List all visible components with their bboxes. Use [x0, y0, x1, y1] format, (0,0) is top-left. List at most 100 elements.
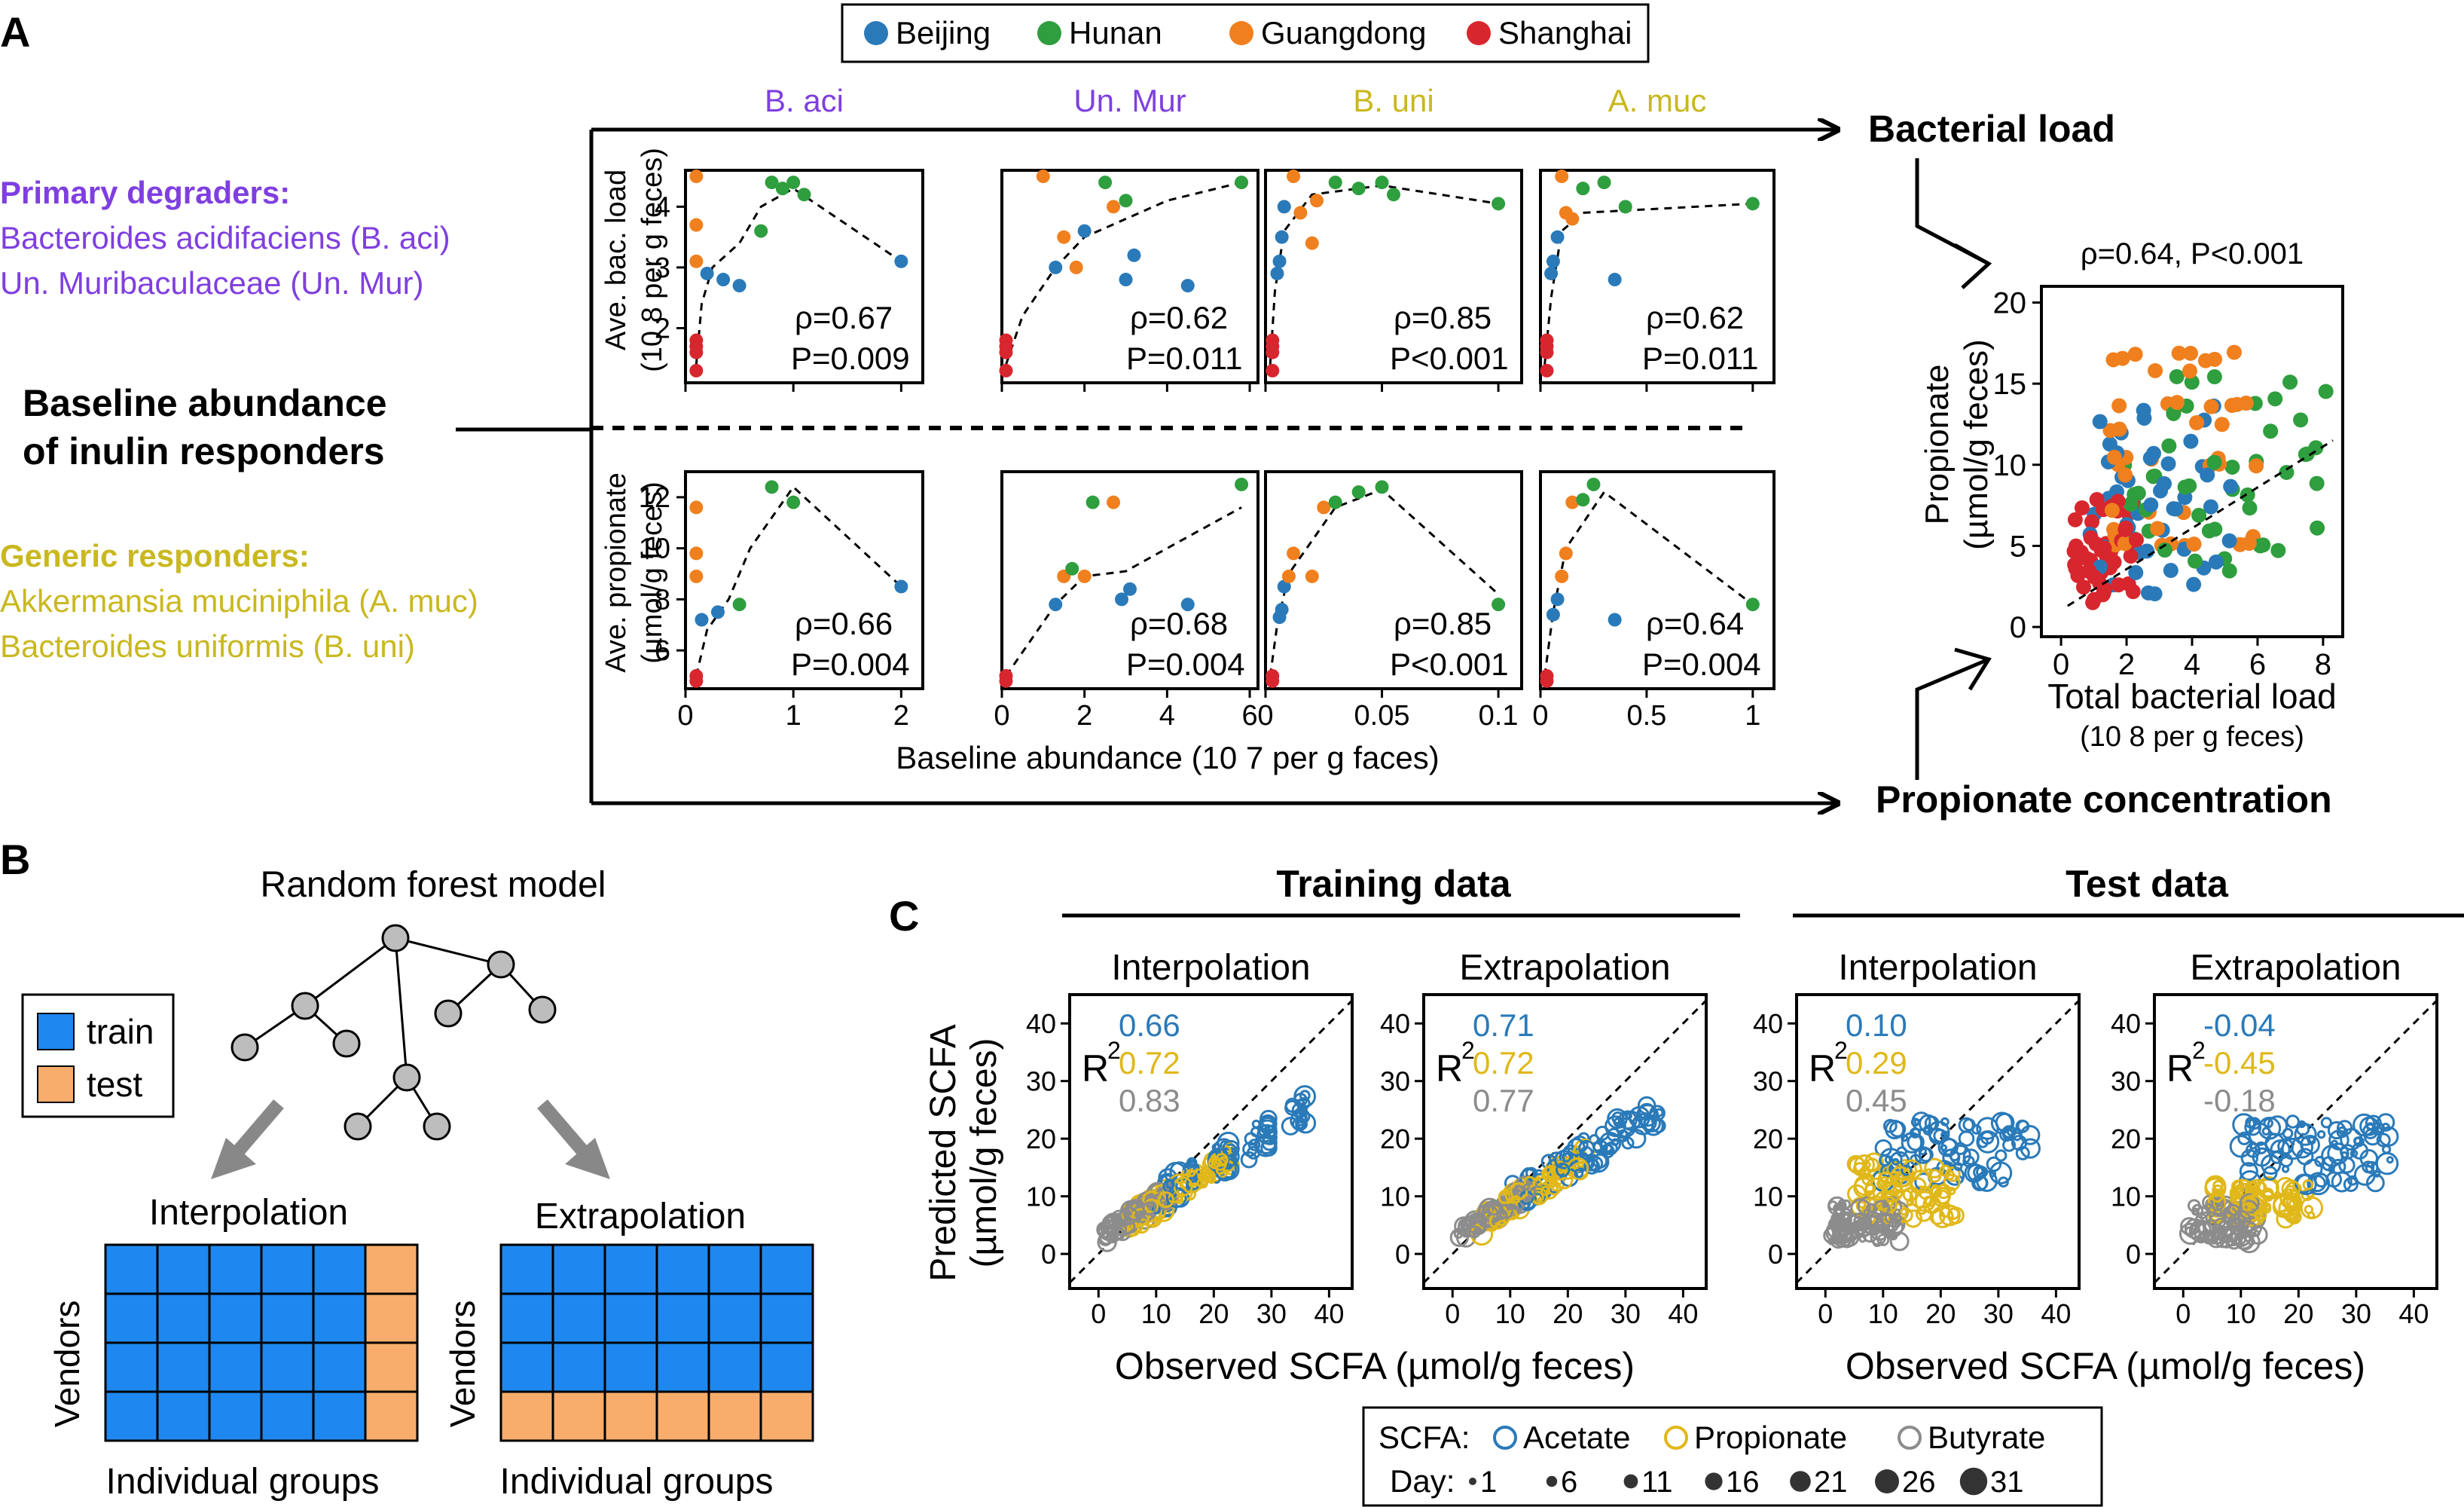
data-point	[1745, 197, 1760, 211]
scfa-point	[1864, 1217, 1873, 1226]
data-point	[1275, 602, 1289, 616]
scfa-point	[2211, 1191, 2224, 1203]
legend-day-dot	[1546, 1475, 1558, 1487]
grid-cell	[312, 1390, 367, 1442]
data-point	[1305, 569, 1319, 583]
scfa-x-tick-label: 40	[1314, 1298, 1344, 1329]
small-plot-r0-c1: ρ=0.62 P=0.011	[999, 169, 1259, 392]
right-point	[2117, 521, 2133, 537]
data-point	[1559, 546, 1573, 561]
scfa-point	[2232, 1113, 2256, 1137]
ylabel-bottom-1: Ave. propionate	[600, 472, 632, 673]
right-point	[2203, 399, 2219, 414]
right-point	[2224, 459, 2240, 475]
scfa-x-tick-label: 20	[1198, 1298, 1229, 1329]
legend-day-dot	[1790, 1471, 1811, 1492]
right-point	[2136, 410, 2152, 426]
scfa-point	[1101, 1219, 1116, 1234]
test-swatch	[37, 1065, 75, 1103]
legend-label-shanghai: Shanghai	[1498, 15, 1632, 50]
grid-cell	[707, 1243, 762, 1295]
data-point	[1277, 200, 1291, 214]
scfa-y-tick-label: 30	[2111, 1066, 2141, 1097]
baseline-title-2: of inulin responders	[23, 430, 385, 472]
grid-cell	[104, 1243, 159, 1295]
plot-frame	[1539, 169, 1775, 384]
train-label: train	[87, 1012, 154, 1051]
data-point	[1310, 194, 1324, 208]
grid-cell	[364, 1341, 419, 1393]
grid-cell	[551, 1390, 606, 1442]
grid-cell	[312, 1243, 367, 1295]
grid-cell	[260, 1292, 315, 1344]
legend-text-acetate: Acetate	[1523, 1420, 1630, 1455]
y-tick-label: 12	[639, 482, 670, 514]
right-point	[2117, 467, 2133, 483]
data-point	[700, 266, 714, 280]
right-point	[2123, 549, 2139, 564]
scfa-point	[1940, 1144, 1948, 1151]
right-point	[2206, 369, 2222, 385]
right-point	[2127, 487, 2142, 503]
scfa-y-tick-label: 10	[1753, 1181, 1783, 1212]
scfa-point	[1498, 1203, 1514, 1220]
scfa-point	[2204, 1203, 2212, 1210]
tree-edge	[304, 937, 396, 1007]
r2-label: R	[1809, 1047, 1836, 1090]
plot-frame	[1539, 470, 1775, 690]
right-point	[2168, 501, 2184, 517]
legend-day-value: 1	[1480, 1466, 1497, 1499]
right-point	[2081, 563, 2097, 579]
scfa-point	[1654, 1108, 1664, 1117]
right-point	[2189, 415, 2205, 431]
scfa-point	[1877, 1171, 1895, 1188]
right-point	[2143, 497, 2159, 513]
small-plot-r0-c0: ρ=0.67 P=0.009 2 3 4	[655, 169, 924, 392]
scfa-point	[1555, 1163, 1571, 1178]
scfa-frame	[1795, 993, 2081, 1290]
right-xlabel-sub: (10 8 per g feces)	[2080, 721, 2304, 753]
grid-cell	[499, 1243, 554, 1295]
data-point	[1272, 254, 1287, 268]
x-tick-label: 2	[1076, 700, 1092, 732]
test-data-title: Test data	[2066, 863, 2229, 905]
right-point	[2207, 351, 2223, 367]
scfa-point	[1242, 1142, 1258, 1157]
plot-frame	[1000, 470, 1259, 690]
scfa-point	[2191, 1207, 2200, 1216]
scfa-point	[2371, 1122, 2386, 1136]
data-point	[1544, 266, 1559, 280]
scfa-point	[2020, 1124, 2041, 1145]
scfa-x-tick-label: 0	[1445, 1298, 1460, 1329]
scfa-y-tick-label: 10	[1380, 1181, 1410, 1212]
right-point	[2183, 433, 2199, 449]
rho-label: ρ=0.85	[1394, 606, 1492, 641]
scfa-point	[1976, 1117, 1999, 1140]
r2-value: 0.77	[1473, 1083, 1534, 1118]
primary-degraders-title: Primary degraders:	[0, 175, 290, 210]
scfa-point	[1879, 1154, 1892, 1167]
scfa-point	[1964, 1163, 1984, 1183]
data-point	[1586, 477, 1601, 491]
scfa-point	[1603, 1142, 1614, 1153]
scfa-point	[1260, 1139, 1278, 1157]
scfa-point	[1251, 1119, 1261, 1129]
scfa-point	[1562, 1152, 1572, 1163]
legend-day-dot	[1959, 1467, 1988, 1496]
data-point	[1065, 561, 1079, 576]
scfa-point	[2236, 1187, 2245, 1196]
right-point	[2067, 512, 2083, 527]
r2-value: -0.45	[2203, 1045, 2276, 1081]
right-point	[2182, 363, 2197, 379]
grid-cell	[603, 1243, 658, 1295]
data-point	[689, 218, 704, 232]
train-swatch	[37, 1013, 75, 1050]
tree-node	[381, 924, 410, 952]
data-point	[1049, 260, 1063, 274]
scfa-point	[2244, 1118, 2262, 1136]
data-point	[1107, 495, 1121, 509]
right-point	[2226, 344, 2242, 360]
r2-value: 0.71	[1473, 1007, 1534, 1043]
scfa-point	[2386, 1156, 2394, 1164]
scfa-point	[1165, 1187, 1187, 1209]
